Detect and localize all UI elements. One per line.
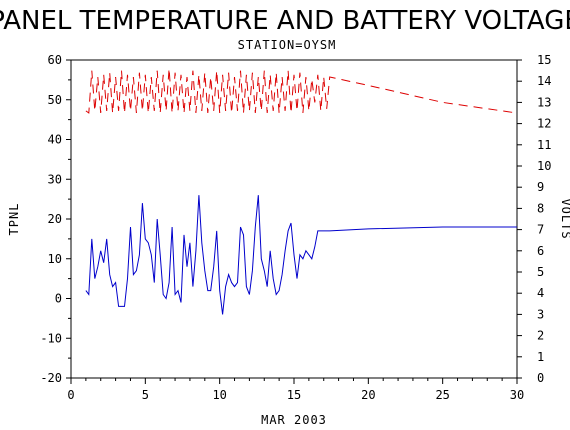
y-axis-left-label: TPNL — [7, 203, 21, 236]
x-tick-label: 0 — [67, 388, 74, 402]
series-line-tpnl — [85, 195, 517, 315]
x-tick-label: 10 — [212, 388, 226, 402]
y-right-tick-label: 1 — [537, 350, 544, 364]
y-left-tick-label: 40 — [48, 133, 62, 147]
y-left-tick-label: -10 — [40, 331, 62, 345]
y-right-tick-label: 15 — [537, 53, 551, 67]
x-tick-label: 20 — [361, 388, 375, 402]
y-right-tick-label: 3 — [537, 307, 544, 321]
y-right-tick-label: 6 — [537, 244, 544, 258]
y-right-tick-label: 11 — [537, 138, 551, 152]
x-axis-label: MAR 2003 — [261, 413, 327, 427]
x-tick-label: 15 — [287, 388, 301, 402]
y-left-tick-label: 20 — [48, 212, 62, 226]
axes — [70, 59, 518, 379]
y-right-tick-label: 4 — [537, 286, 544, 300]
y-right-tick-label: 8 — [537, 201, 544, 215]
series-layer — [85, 68, 518, 315]
chart-subtitle: STATION=OYSM — [238, 38, 337, 52]
y-left-tick-label: -20 — [40, 371, 62, 385]
y-right-tick-label: 7 — [537, 223, 544, 237]
y-axis-right-label: VOLTS — [559, 198, 570, 239]
y-right-tick-label: 9 — [537, 180, 544, 194]
chart-title: PANEL TEMPERATURE AND BATTERY VOLTAGE — [0, 6, 570, 36]
series-line-volts — [85, 68, 518, 114]
y-left-tick-label: 60 — [48, 53, 62, 67]
y-left-tick-label: 50 — [48, 93, 62, 107]
y-right-tick-label: 14 — [537, 74, 551, 88]
x-tick-label: 25 — [435, 388, 449, 402]
x-tick-label: 30 — [510, 388, 524, 402]
y-right-tick-label: 2 — [537, 329, 544, 343]
left-axis-ticks: -20 -10 0 10 20 30 40 50 60 — [40, 53, 71, 385]
y-right-tick-label: 5 — [537, 265, 544, 279]
y-left-tick-label: 10 — [48, 252, 62, 266]
y-right-tick-label: 12 — [537, 117, 551, 131]
y-left-tick-label: 30 — [48, 172, 62, 186]
x-axis-ticks: 0 5 10 15 20 25 30 — [67, 378, 524, 402]
y-right-tick-label: 0 — [537, 371, 544, 385]
y-right-tick-label: 10 — [537, 159, 551, 173]
x-tick-label: 5 — [142, 388, 149, 402]
y-left-tick-label: 0 — [55, 292, 62, 306]
y-right-tick-label: 13 — [537, 95, 551, 109]
